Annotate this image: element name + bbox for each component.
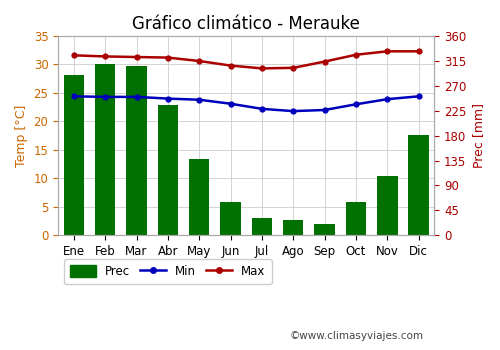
Bar: [408, 134, 429, 235]
Bar: [95, 64, 116, 235]
Bar: [189, 160, 210, 235]
Legend: Prec, Min, Max: Prec, Min, Max: [64, 259, 272, 284]
Text: ©www.climasyviajes.com: ©www.climasyviajes.com: [290, 331, 424, 341]
Bar: [220, 202, 241, 235]
Bar: [64, 75, 84, 235]
Bar: [346, 202, 366, 235]
Bar: [252, 218, 272, 235]
Title: Gráfico climático - Merauke: Gráfico climático - Merauke: [132, 15, 360, 33]
Bar: [314, 224, 335, 235]
Bar: [126, 66, 146, 235]
Bar: [377, 176, 398, 235]
Bar: [283, 220, 304, 235]
Y-axis label: Temp [°C]: Temp [°C]: [15, 104, 28, 167]
Bar: [158, 105, 178, 235]
Y-axis label: Prec [mm]: Prec [mm]: [472, 103, 485, 168]
